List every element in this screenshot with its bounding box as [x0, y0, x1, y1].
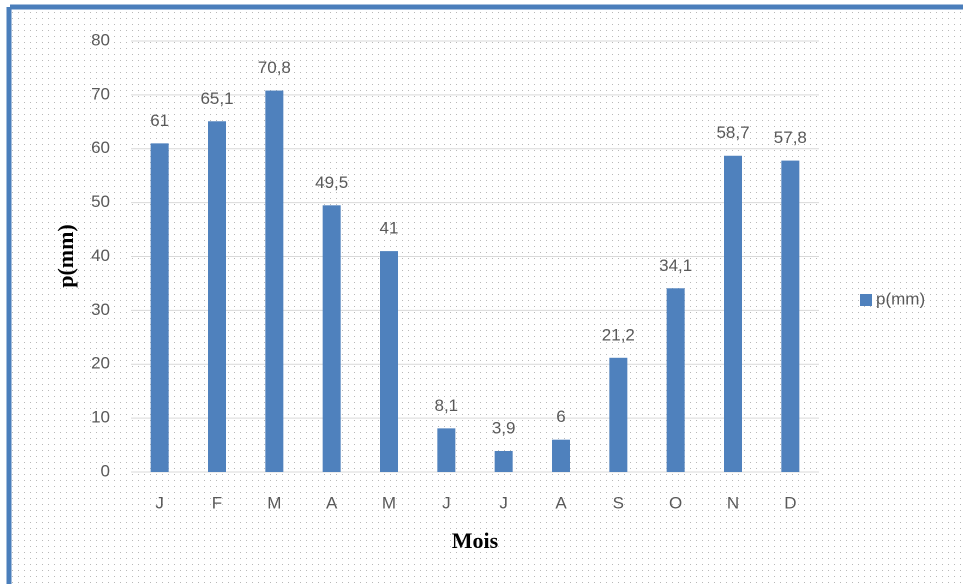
- data-label: 34,1: [659, 256, 692, 275]
- x-tick-label: M: [267, 493, 281, 512]
- data-label: 58,7: [716, 123, 749, 142]
- bar: [322, 205, 341, 472]
- data-label: 3,9: [492, 418, 516, 437]
- y-tick-label: 20: [91, 354, 110, 373]
- y-tick-label: 10: [91, 408, 110, 427]
- y-tick-label: 0: [101, 461, 110, 480]
- bar: [208, 121, 226, 473]
- legend-label: p(mm): [876, 289, 925, 308]
- x-tick-label: A: [555, 493, 567, 512]
- data-label: 65,1: [200, 89, 233, 108]
- data-label: 6: [556, 407, 565, 426]
- legend-swatch: [860, 294, 872, 306]
- bar: [265, 90, 284, 472]
- y-tick-label: 70: [91, 84, 110, 103]
- bar: [552, 439, 570, 472]
- y-axis-title: p(mm): [53, 224, 78, 288]
- bar: [437, 428, 456, 472]
- data-label: 8,1: [435, 396, 459, 415]
- x-tick-label: N: [727, 493, 739, 512]
- bar: [494, 450, 513, 472]
- y-tick-label: 40: [91, 246, 110, 265]
- x-tick-label: M: [382, 493, 396, 512]
- x-tick-label: J: [499, 493, 508, 512]
- x-tick-label: D: [784, 493, 796, 512]
- bar: [781, 160, 800, 473]
- bar: [724, 155, 742, 472]
- bar: [380, 251, 398, 472]
- x-tick-label: F: [212, 493, 222, 512]
- y-tick-label: 60: [91, 138, 110, 157]
- data-label: 70,8: [258, 58, 291, 77]
- x-axis-title: Mois: [452, 528, 499, 553]
- data-label: 21,2: [602, 325, 635, 344]
- y-tick-label: 50: [91, 192, 110, 211]
- x-tick-label: O: [669, 493, 682, 512]
- y-tick-label: 30: [91, 300, 110, 319]
- data-label: 41: [380, 219, 399, 238]
- bar: [150, 143, 169, 473]
- y-tick-label: 80: [91, 30, 110, 49]
- x-tick-label: S: [613, 493, 624, 512]
- x-tick-label: J: [442, 493, 451, 512]
- bar: [666, 288, 685, 472]
- x-tick-label: A: [326, 493, 338, 512]
- x-tick-label: J: [155, 493, 164, 512]
- data-label: 49,5: [315, 173, 348, 192]
- data-label: 57,8: [774, 128, 807, 147]
- bar: [609, 357, 628, 472]
- data-label: 61: [150, 111, 169, 130]
